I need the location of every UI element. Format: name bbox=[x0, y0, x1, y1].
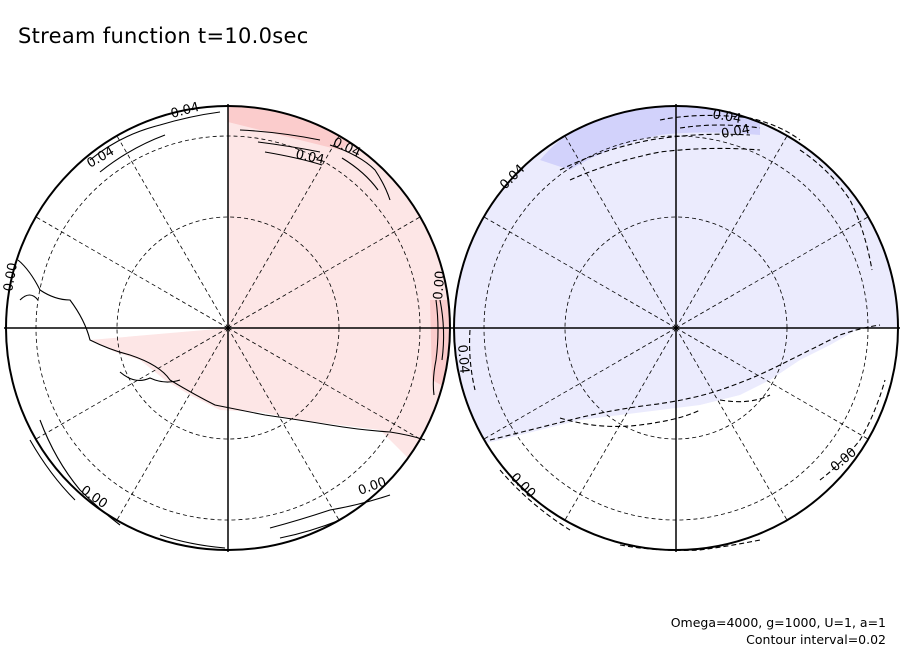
plot-title: Stream function t=10.0sec bbox=[18, 24, 309, 48]
contour-label: 0.00 bbox=[431, 270, 448, 300]
contour-label: 0.04 bbox=[711, 107, 742, 127]
left-hemisphere: 0.04 0.04 0.04 0.04 0.00 0.00 0.00 0.00 bbox=[1, 100, 452, 552]
contour-label: 0.04 bbox=[169, 100, 201, 122]
contour-label: 0.00 bbox=[78, 483, 110, 512]
contour-label: 0.04 bbox=[85, 144, 118, 171]
positive-region-fill bbox=[90, 106, 450, 500]
contour-label: 0.00 bbox=[356, 475, 388, 499]
contour-label: 0.04 bbox=[720, 122, 751, 142]
contour-label: 0.04 bbox=[454, 344, 471, 374]
contour-interval-note: Contour interval=0.02 bbox=[746, 632, 886, 647]
contour-label: 0.04 bbox=[294, 147, 325, 168]
contour-label: 0.00 bbox=[828, 445, 860, 475]
parameters-note: Omega=4000, g=1000, U=1, a=1 bbox=[670, 615, 886, 630]
contour-label: 0.00 bbox=[1, 262, 21, 293]
positive-edge-fill bbox=[430, 300, 450, 390]
contour-label: 0.00 bbox=[507, 470, 538, 501]
right-hemisphere: 0.04 0.04 0.04 0.04 0.00 0.00 bbox=[452, 104, 900, 552]
left-contours bbox=[17, 111, 445, 549]
